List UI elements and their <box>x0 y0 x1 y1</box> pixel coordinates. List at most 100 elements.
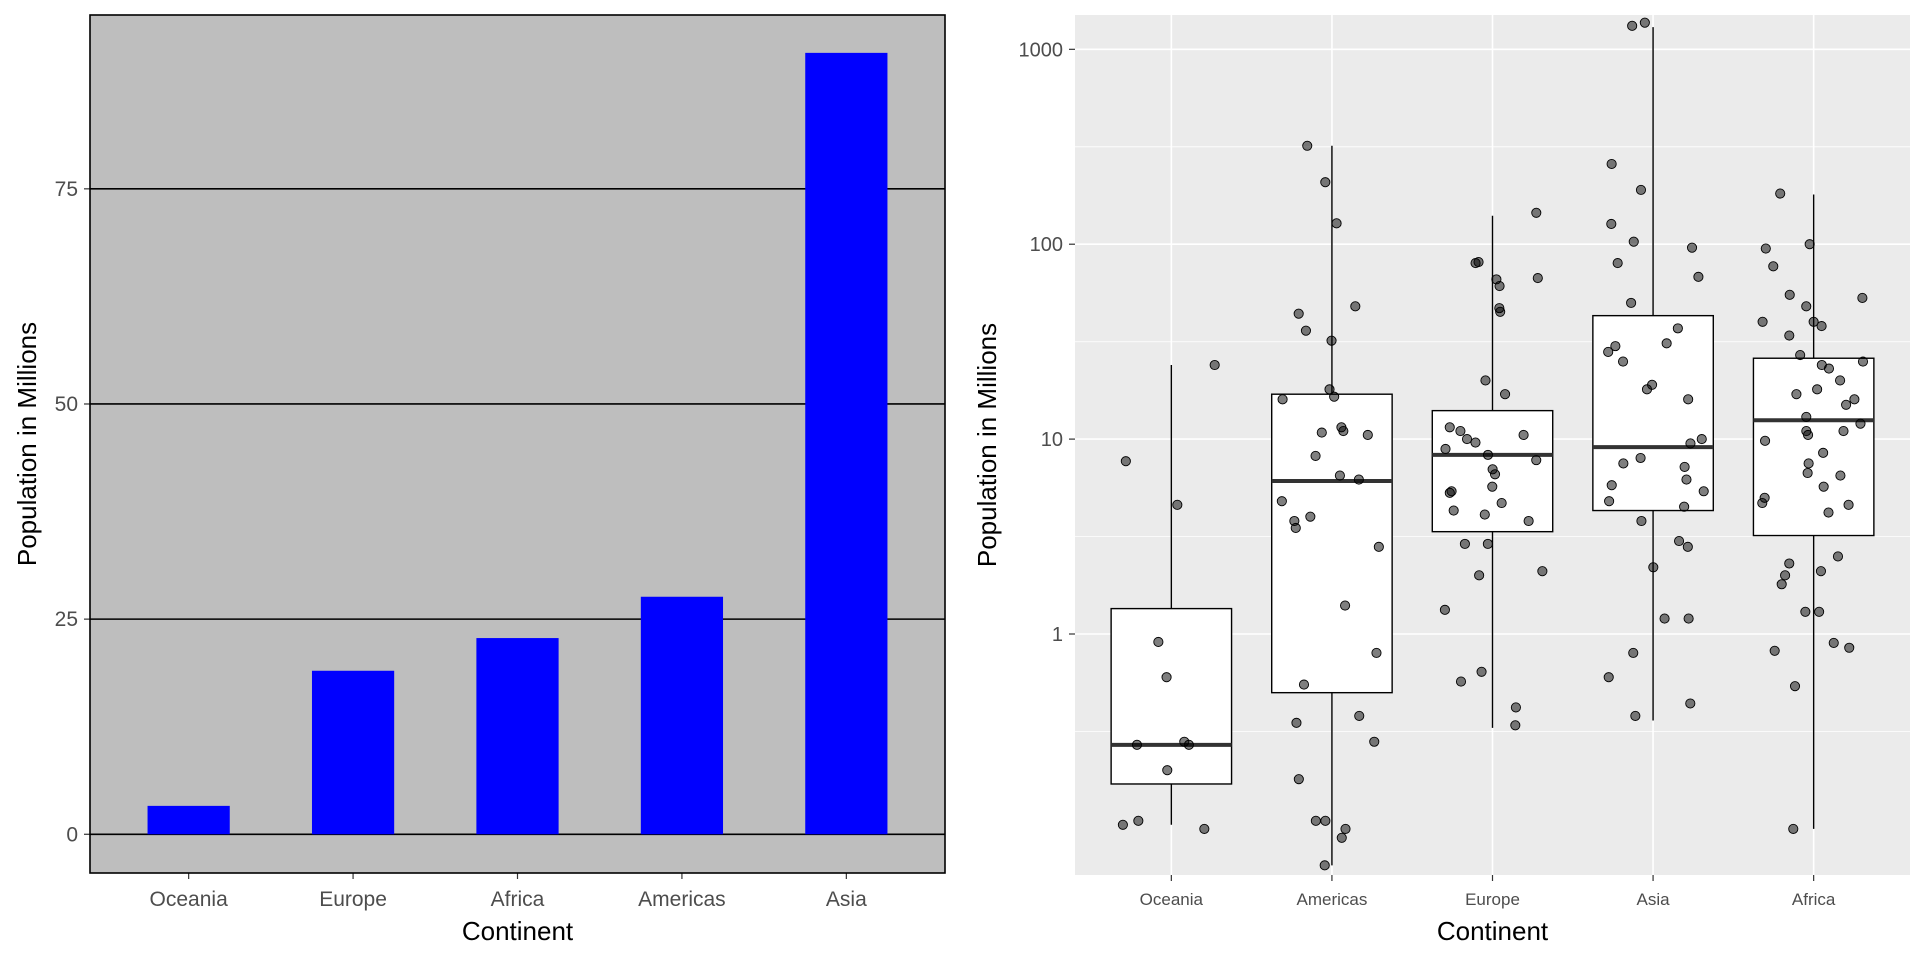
data-point <box>1439 604 1450 615</box>
data-point <box>1679 461 1690 472</box>
data-point <box>1131 739 1143 750</box>
data-point <box>1685 438 1696 449</box>
data-point <box>1757 497 1768 509</box>
data-point <box>1776 579 1787 590</box>
data-point <box>1371 647 1382 658</box>
box-oceania <box>1110 365 1233 825</box>
data-point <box>1791 389 1802 400</box>
data-point <box>1808 316 1819 327</box>
data-point <box>1373 541 1384 552</box>
data-point <box>1606 480 1617 491</box>
y-tick-label: 75 <box>55 178 78 201</box>
data-point <box>1696 434 1707 445</box>
y-tick-label: 25 <box>55 608 78 631</box>
y-tick-label: 100 <box>1030 234 1063 256</box>
data-point <box>1510 720 1521 731</box>
data-point <box>1482 538 1493 549</box>
data-point <box>1784 558 1795 569</box>
bar-oceania <box>147 805 230 835</box>
data-point <box>1801 411 1812 422</box>
x-tick-label: Asia <box>826 888 867 911</box>
data-point <box>1812 384 1823 395</box>
data-point <box>1823 507 1834 518</box>
data-point <box>1661 338 1672 349</box>
data-point <box>1537 566 1548 577</box>
data-point <box>1849 394 1860 405</box>
data-point <box>1626 297 1637 308</box>
data-point <box>1293 308 1304 319</box>
data-point <box>1698 486 1709 497</box>
data-point <box>1329 391 1340 402</box>
points-americas <box>1276 140 1384 871</box>
data-point <box>1489 469 1501 480</box>
data-point <box>1482 449 1494 460</box>
data-point <box>1444 487 1455 498</box>
y-axis-title: Population in Millions <box>12 322 42 566</box>
data-point <box>1686 242 1698 253</box>
data-point <box>1857 356 1869 367</box>
data-point <box>1362 429 1373 441</box>
data-point <box>1448 505 1459 516</box>
y-tick-label: 50 <box>55 393 78 416</box>
data-point <box>1476 666 1487 677</box>
data-point <box>1310 450 1321 461</box>
data-point <box>1857 292 1868 303</box>
panel-border <box>89 14 946 874</box>
data-point <box>1369 736 1380 747</box>
data-point <box>1291 717 1302 728</box>
data-point <box>1455 425 1466 437</box>
bar-chart: 0 25 50 75 Oceania Europe Africa Americas Asia Co… <box>12 14 946 946</box>
data-point <box>1672 323 1683 334</box>
x-tick-label: Oceania <box>1140 890 1204 909</box>
data-point <box>1153 636 1164 648</box>
x-tick-label: Europe <box>1465 890 1520 909</box>
data-point <box>1784 330 1795 341</box>
data-point <box>1818 481 1829 492</box>
data-point <box>1161 672 1172 683</box>
data-point <box>1354 710 1365 721</box>
y-tick-label: 1000 <box>1019 39 1064 61</box>
data-point <box>1636 515 1647 527</box>
data-point <box>1209 359 1220 371</box>
data-point <box>1334 470 1345 481</box>
data-point <box>1843 499 1854 510</box>
data-point <box>1172 499 1183 510</box>
data-point <box>1832 551 1844 562</box>
box-americas <box>1271 145 1393 866</box>
data-point <box>1835 375 1846 386</box>
data-point <box>1331 218 1342 229</box>
data-point <box>1531 455 1542 466</box>
data-point <box>1683 613 1694 624</box>
data-point <box>1604 496 1615 507</box>
data-point <box>1780 570 1791 581</box>
data-point <box>1470 258 1481 269</box>
data-point <box>1277 394 1288 405</box>
points-oceania <box>1117 359 1220 834</box>
box-plot: 1 10 100 1000 Oceania Americas Europe Asia Afric… <box>972 15 1910 946</box>
data-point <box>1802 467 1813 479</box>
bar-africa <box>476 638 559 835</box>
x-tick-label: Americas <box>638 888 726 911</box>
data-point <box>1518 429 1529 441</box>
data-point <box>1293 774 1304 785</box>
x-axis-title: Continent <box>462 916 574 946</box>
data-point <box>1818 447 1829 458</box>
data-point <box>1603 346 1614 358</box>
data-point <box>1500 389 1511 400</box>
data-point <box>1455 676 1467 687</box>
data-point <box>1290 522 1301 534</box>
x-tick-label: Africa <box>1792 890 1836 909</box>
data-point <box>1461 434 1473 445</box>
data-point <box>1133 815 1144 826</box>
data-point <box>1298 679 1310 690</box>
data-point <box>1606 218 1617 230</box>
data-point <box>1470 437 1481 448</box>
data-point <box>1814 606 1825 617</box>
data-point <box>1674 535 1685 547</box>
data-point <box>1795 349 1806 361</box>
points-asia <box>1603 17 1709 721</box>
data-point <box>1612 258 1623 269</box>
y-axis-title: Population in Millions <box>972 323 1002 567</box>
bar-europe <box>311 670 395 835</box>
data-point <box>1603 672 1614 683</box>
